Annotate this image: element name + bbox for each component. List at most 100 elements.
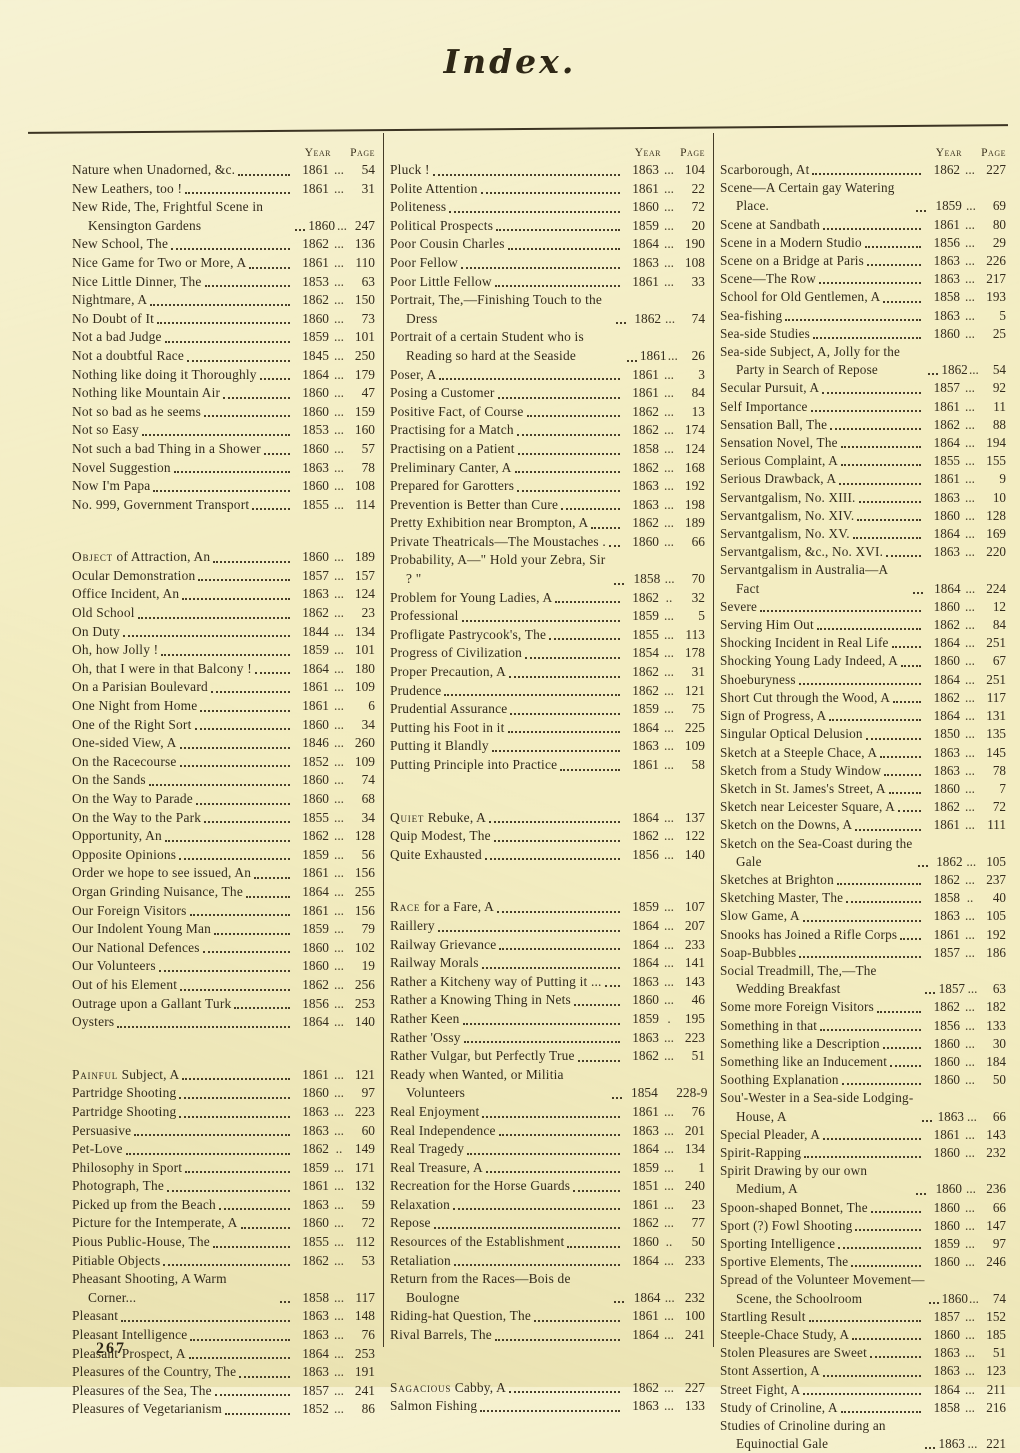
dot-leader [496,910,620,913]
entry-page: 251 [986,635,1006,651]
dot-leader [608,545,620,548]
dot-leader [214,1394,290,1397]
dot-leader [491,750,620,752]
index-entry: Nightmare, A 1862... 150 [72,291,375,310]
dot-leader [870,1210,921,1213]
entry-title: Our National Defences [72,939,200,955]
index-entry: Pleasures of the Sea, The 1857... 241 [72,1382,375,1401]
entry-year: 1860 [302,478,329,494]
entry-title: Sketch from a Study Window [720,762,882,778]
dot-leader [125,1152,290,1155]
entry-year: 1863 [933,489,960,505]
dot-leader [161,653,290,656]
entry-title: Poor Little Fellow [390,273,492,289]
entry-page: 77 [691,1215,705,1231]
dot-leader [433,1227,620,1230]
entry-page: 58 [691,757,705,772]
entry-year: 1864 [933,671,960,687]
index-entry: Poor Fellow 1863... 108 [390,254,705,273]
entry-title: Return from the Races—Bois de Boulogne [390,1271,571,1305]
dot-leader [179,1096,290,1099]
entry-title: Problem for Young Ladies, A [390,589,553,605]
entry-year: 1861 [632,1308,659,1324]
entry-year: 1864 [632,236,659,252]
index-entry: Oysters 1864... 140 [72,1013,375,1032]
entry-title: Recreation for the Horse Guards [390,1178,571,1194]
entry-page: 53 [361,1252,375,1268]
index-entry: Sportive Elements, The 1860... 246 [720,1253,1006,1271]
entry-title: On the Sands [72,772,146,788]
entry-separator: ... [965,271,975,287]
entry-title: Prudence [390,682,442,698]
entry-separator: ... [333,995,345,1011]
entry-separator: ... [965,489,975,505]
index-entry: Railway Grievance 1864... 233 [390,936,705,955]
entry-year: 1860 [941,1290,968,1306]
dot-leader [760,610,921,613]
entry-title: Scene—The Row [720,271,816,287]
dot-leader [484,858,620,861]
dot-leader [240,1227,290,1230]
dot-leader [573,1189,620,1192]
index-entry: Servantgalism, No. XV. 1864... 169 [720,525,1006,543]
entry-separator: ... [333,1401,345,1417]
dot-leader [498,1134,620,1137]
entry-separator: ... [333,459,345,475]
entry-title: Private Theatricals—The Moustaches . [390,533,606,549]
dot-leader [263,452,290,455]
index-entry: One-sided View, A 1846... 260 [72,734,375,753]
dot-leader [508,675,620,678]
index-entry: Retaliation 1864... 233 [390,1252,705,1271]
entry-title: Resources of the Establishment [390,1234,565,1250]
entry-title: Order we hope to see issued, An [72,865,252,881]
index-entry: Steeple-Chace Study, A 1860... 185 [720,1326,1006,1344]
entry-separator: ... [333,586,345,602]
entry-page: 189 [354,549,375,565]
entry-separator: ... [968,362,979,378]
entry-page: 182 [986,999,1006,1015]
index-entry: Studies of Crinoline during an Equinocti… [720,1417,1006,1453]
dot-leader [918,864,929,867]
entry-year: 1855 [632,626,659,642]
entry-year: 1857 [302,1382,329,1398]
dot-leader [852,537,921,540]
entry-year: 1859 [302,1159,329,1175]
index-entry: Rather a Kitcheny way of Putting it ... 1… [390,973,705,992]
entry-separator: ... [965,689,975,705]
entry-separator: ... [663,515,675,531]
entry-title: Painful Subject, A [72,1066,180,1082]
dot-leader [798,682,921,685]
column-header-year: Year [304,147,331,159]
entry-title: Outrage upon a Gallant Turk [72,995,232,1011]
dot-leader [855,828,921,831]
entry-year: 1863 [302,1196,329,1212]
entry-year: 1862 [933,416,960,432]
entry-separator: ... [965,598,975,614]
index-columns: Year Page Nature when Unadorned, &c. 1861..… [66,133,1014,1451]
entry-year: 1857 [302,567,329,583]
entry-year: 1864 [933,708,960,724]
index-entry: Putting his Foot in it 1864... 225 [390,719,705,738]
entry-page: 207 [684,917,705,933]
entry-year: 1861 [302,698,329,714]
index-entry: Startling Result 1857... 152 [720,1308,1006,1326]
entry-separator: ... [333,329,345,345]
entry-year: 1860 [933,598,960,614]
index-entry: Old School 1862... 23 [72,604,375,623]
entry-separator: ... [965,1308,975,1324]
entry-year: 1854 [632,645,659,661]
entry-title: Severe [720,598,758,614]
entry-year: 1861 [632,1103,659,1119]
entry-year: 1863 [302,1364,329,1380]
index-entry: Servantgalism, &c., No. XVI. 1863... 220 [720,543,1006,561]
dot-leader [218,1208,290,1211]
entry-page: 3 [698,366,705,382]
entry-year: 1860 [302,385,329,401]
index-entry: New Leathers, too ! 1861... 31 [72,180,375,199]
entry-title: Putting Principle into Practice [390,757,558,772]
entry-title: Sketch at a Steeple Chace, A [720,744,878,760]
entry-title: Political Prospects [390,217,494,233]
entry-separator: ... [965,871,975,887]
entry-year: 1854 [631,1085,658,1101]
index-entry: Rather 'Ossy 1863... 223 [390,1029,705,1048]
